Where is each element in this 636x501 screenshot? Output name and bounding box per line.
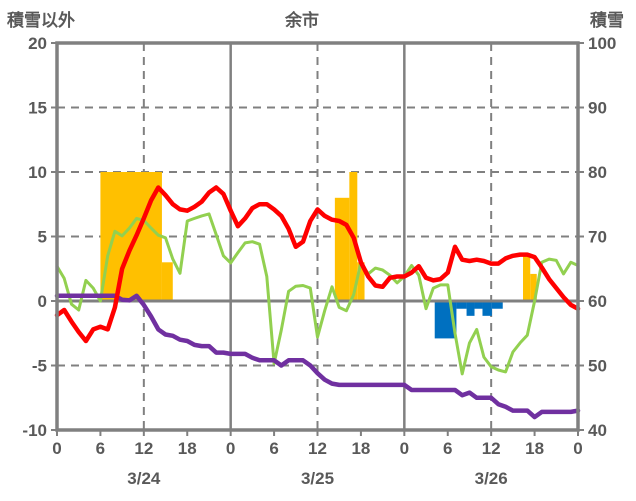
svg-text:3/25: 3/25 xyxy=(301,469,334,488)
svg-text:20: 20 xyxy=(28,34,47,53)
svg-text:18: 18 xyxy=(178,439,197,458)
svg-text:90: 90 xyxy=(588,99,607,118)
right-axis-title: 積雪 xyxy=(590,11,624,30)
svg-text:6: 6 xyxy=(96,439,105,458)
svg-text:12: 12 xyxy=(482,439,501,458)
svg-text:80: 80 xyxy=(588,163,607,182)
svg-text:0: 0 xyxy=(400,439,409,458)
svg-text:12: 12 xyxy=(308,439,327,458)
svg-text:-10: -10 xyxy=(22,421,47,440)
svg-text:40: 40 xyxy=(588,421,607,440)
svg-text:-5: -5 xyxy=(32,357,47,376)
svg-text:0: 0 xyxy=(226,439,235,458)
svg-text:50: 50 xyxy=(588,357,607,376)
chart-title: 余市 xyxy=(285,11,319,30)
svg-text:18: 18 xyxy=(525,439,544,458)
svg-text:12: 12 xyxy=(134,439,153,458)
svg-text:5: 5 xyxy=(38,228,47,247)
svg-text:0: 0 xyxy=(573,439,582,458)
left-axis-title: 積雪以外 xyxy=(7,11,75,30)
svg-text:70: 70 xyxy=(588,228,607,247)
svg-text:15: 15 xyxy=(28,99,47,118)
svg-text:6: 6 xyxy=(269,439,278,458)
svg-text:18: 18 xyxy=(351,439,370,458)
svg-text:10: 10 xyxy=(28,163,47,182)
red-line xyxy=(54,185,581,344)
svg-text:100: 100 xyxy=(588,34,616,53)
svg-text:60: 60 xyxy=(588,292,607,311)
svg-text:6: 6 xyxy=(443,439,452,458)
svg-text:3/24: 3/24 xyxy=(127,469,161,488)
svg-text:0: 0 xyxy=(38,292,47,311)
svg-text:3/26: 3/26 xyxy=(475,469,508,488)
svg-text:0: 0 xyxy=(52,439,61,458)
purple-line xyxy=(54,293,581,420)
axis-ticks xyxy=(51,42,584,436)
